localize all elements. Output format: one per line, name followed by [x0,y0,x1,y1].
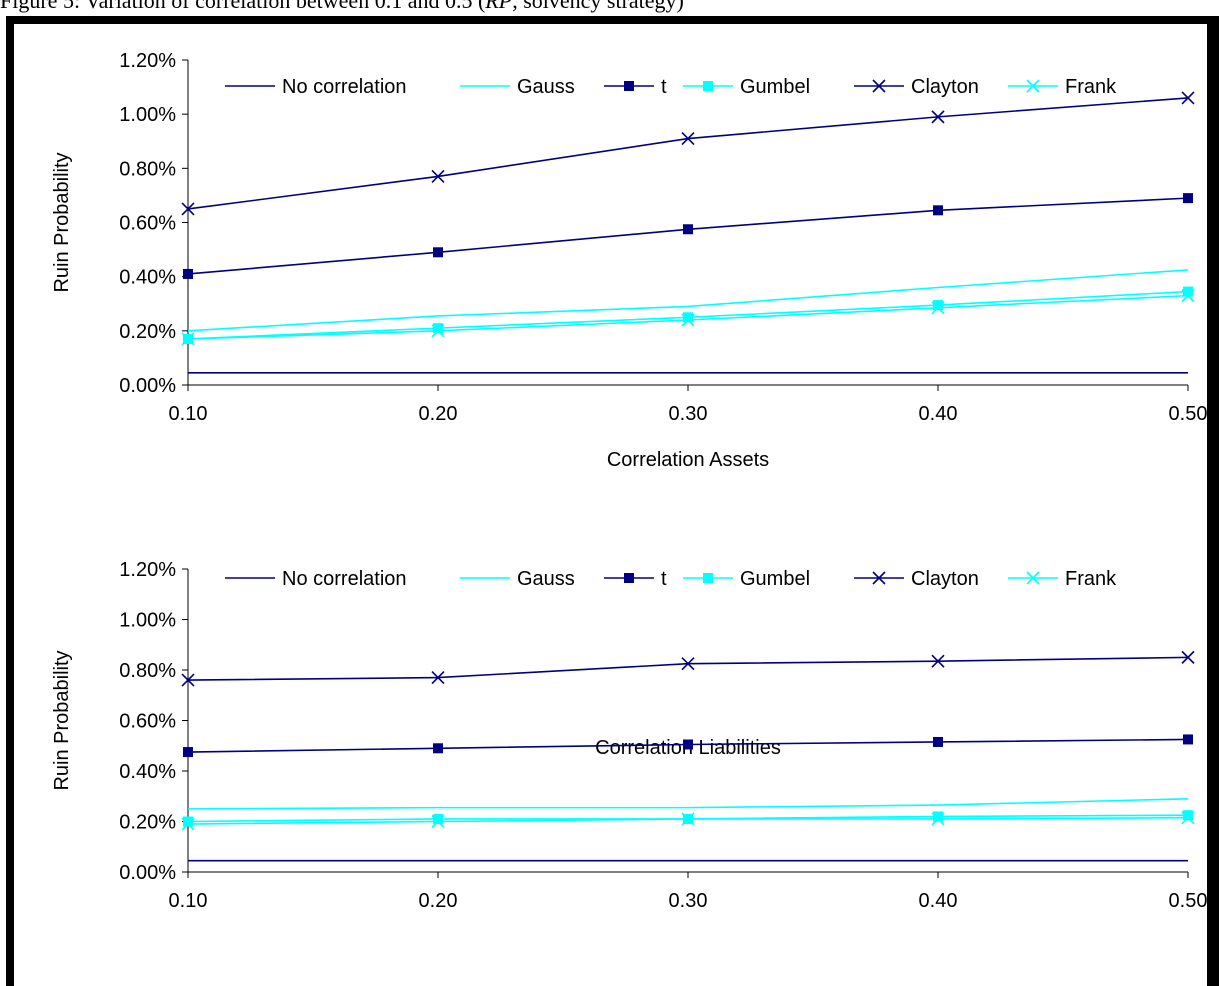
chart2-series-clayton-point [681,657,695,671]
chart2-series-t-point [433,743,443,754]
chart1-x-axis-label: Correlation Assets [607,449,769,471]
chart2-series-frank-point [931,812,945,826]
chart1-y-tick-label: 0.80% [119,158,176,180]
chart1-y-tick-label: 1.00% [119,104,176,126]
chart1-series-frank-point [431,324,445,338]
chart1-series-clayton-line [187,97,1189,210]
chart1-legend-gumbel-marker [703,81,713,91]
chart2-y-axis-label: Ruin Probability [51,650,73,790]
chart2-series-frank-point [1181,811,1195,825]
chart1-series-clayton-point [1181,91,1195,105]
chart2-x-tick-label: 0.40 [919,890,958,912]
chart2-legend-clayton-label: Clayton [911,568,979,590]
chart1-legend-t-label: t [661,76,667,98]
chart2-y-tick-label: 1.00% [119,610,176,632]
chart2-y-tick-label: 0.80% [119,660,176,682]
chart2-legend-t-marker [624,573,634,583]
chart1-series-frank-point [181,332,195,346]
chart2-series-t-point [933,736,943,747]
chart2-x-tick-label: 0.20 [419,890,458,912]
chart2-legend-t-label: t [661,568,667,590]
chart1-legend-gauss-label: Gauss [517,76,575,98]
chart2-legend-no-correlation-label: No correlation [282,568,407,590]
chart2-x-tick-label: 0.30 [669,890,708,912]
chart1-series-t-point [433,247,443,258]
chart2-series-frank-point [431,814,445,829]
chart1-x-tick-label: 0.20 [419,403,458,425]
chart2-series-clayton-point [181,673,195,687]
figure-title-prefix: Figure 5: Variation of correlation betwe… [0,0,486,13]
chart2-group: 0.00% 0.20% 0.40% 0.60% 0.80% 1.00% 1.20% 0.10 0… [51,559,1207,912]
chart2-y-tick-label: 0.60% [119,711,176,733]
chart1-series-frank-point [681,313,695,327]
chart1-legend-gumbel-label: Gumbel [740,76,810,98]
chart2-series-t-point [183,747,193,758]
chart2-series-gumbel-point [183,816,193,827]
chart1-series-gumbel-point [1183,286,1193,297]
chart2-series-t-point [683,739,693,750]
chart2-series-clayton-line [187,656,1189,681]
chart1-y-tick-label: 0.60% [119,213,176,235]
chart1-series-clayton-point [681,131,695,146]
chart1-x-tick-label: 0.50 [1169,403,1208,425]
chart1-y-tick-label: 1.20% [119,50,176,72]
chart2-y-tick-label: 1.20% [119,559,176,581]
chart1-y-tick-label: 0.40% [119,267,176,289]
chart1-legend-clayton-marker [872,79,886,93]
chart2-series-clayton-point [431,671,445,685]
chart1-series-clayton-point [931,110,945,124]
chart1-legend-frank-marker [1026,79,1040,93]
chart1-group: 0.00% 0.20% 0.40% 0.60% 0.80% 1.00% 1.20% 0.10 0… [51,50,1207,471]
chart2-series-gauss-line [187,797,1189,810]
chart1-series-t-point [183,268,193,279]
chart1-series-t-point [1183,193,1193,204]
chart2-legend-frank-label: Frank [1065,568,1117,590]
figure-title-italic: RP [485,0,513,13]
chart2-x-tick-label: 0.50 [1169,890,1208,912]
chart1-series-gauss-line [187,269,1189,332]
chart1-legend-t-marker [624,81,634,91]
chart2-series-t-point [1183,734,1193,745]
chart1-series-frank-point [931,301,945,315]
chart1-legend-frank-label: Frank [1065,76,1117,98]
chart1-series-frank-point [1181,289,1195,303]
chart2-x-tick-label: 0.10 [169,890,208,912]
chart1-x-tick-label: 0.30 [669,403,708,425]
chart2-series-gumbel-point [933,811,943,822]
chart1-series-t-point [683,224,693,235]
chart2-series-gumbel-point [1183,810,1193,821]
chart2-series-clayton-point [1181,650,1195,664]
chart1-series-clayton-point [181,202,195,216]
chart1-series-gumbel-point [683,312,693,323]
figure-frame [6,16,1219,986]
chart2-legend-clayton-marker [872,571,886,585]
chart1-series-clayton-point [431,169,445,184]
chart2-series-frank-point [181,817,195,831]
chart1-x-tick-label: 0.10 [169,403,208,425]
chart2-series-clayton-point [931,654,945,668]
chart1-y-axis-label: Ruin Probability [51,152,73,292]
chart1-series-gumbel-point [933,300,943,311]
chart2-legend-gumbel-marker [703,573,713,583]
chart1-legend-clayton-label: Clayton [911,76,979,98]
chart2-y-tick-label: 0.20% [119,812,176,834]
chart1-y-tick-label: 0.00% [119,375,176,397]
chart1-x-tick-label: 0.40 [919,403,958,425]
chart1-y-tick-label: 0.20% [119,321,176,343]
chart2-y-tick-label: 0.00% [119,862,176,884]
chart2-legend-gumbel-label: Gumbel [740,568,810,590]
figure-title-suffix: , solvency strategy) [512,0,684,13]
chart1-series-t-point [933,205,943,216]
chart1-legend-no-correlation-label: No correlation [282,76,407,98]
chart2-legend-frank-marker [1026,571,1040,585]
chart1-series-t-line [187,197,1189,275]
chart2-series-gumbel-point [433,813,443,824]
chart1-series-gumbel-point [433,323,443,334]
figure-title: Figure 5: Variation of correlation betwe… [0,0,1219,18]
chart2-series-frank-point [681,812,695,826]
chart2-y-tick-label: 0.40% [119,761,176,783]
chart2-legend-gauss-label: Gauss [517,568,575,590]
